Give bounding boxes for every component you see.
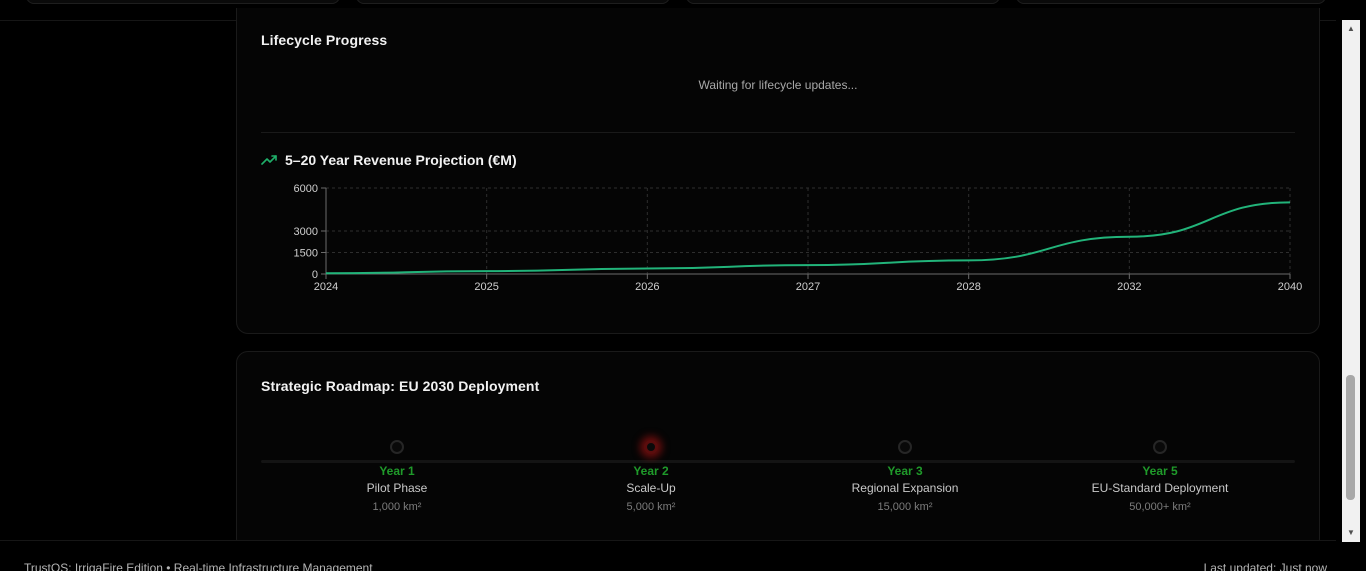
scrollbar-track[interactable]: ▲ ▼ xyxy=(1342,20,1360,542)
top-card[interactable] xyxy=(356,0,670,4)
roadmap-panel: Strategic Roadmap: EU 2030 Deployment Ye… xyxy=(236,351,1320,551)
milestone-year: Year 2 xyxy=(633,464,669,478)
milestone-area: 5,000 km² xyxy=(626,501,676,513)
projection-header: 5–20 Year Revenue Projection (€M) xyxy=(261,152,517,168)
lifecycle-panel: Lifecycle Progress Waiting for lifecycle… xyxy=(236,8,1320,334)
top-card[interactable] xyxy=(26,0,340,4)
chart-x-tick-label: 2027 xyxy=(796,281,820,293)
chart-x-tick-label: 2024 xyxy=(314,281,338,293)
milestone-dot xyxy=(390,440,404,454)
projection-title: 5–20 Year Revenue Projection (€M) xyxy=(285,152,517,168)
chart-series-line xyxy=(325,201,1291,275)
milestone-name: Pilot Phase xyxy=(366,481,428,495)
milestone-dot xyxy=(1153,440,1167,454)
chart-y-tick-label: 1500 xyxy=(294,248,318,260)
chart-y-tick-label: 6000 xyxy=(294,183,318,195)
chart-y-tick-label: 3000 xyxy=(294,226,318,238)
scrollbar-thumb[interactable] xyxy=(1346,375,1355,500)
milestone-year: Year 1 xyxy=(379,464,415,478)
milestone-year-5[interactable]: Year 5 EU-Standard Deployment 50,000+ km… xyxy=(1060,440,1260,513)
top-card[interactable] xyxy=(686,0,1000,4)
milestone-area: 15,000 km² xyxy=(877,501,933,513)
milestone-name: Scale-Up xyxy=(626,481,676,495)
milestone-dot-active xyxy=(644,440,658,454)
milestone-year: Year 3 xyxy=(887,464,923,478)
milestone-name: Regional Expansion xyxy=(851,481,959,495)
chart-x-tick-label: 2028 xyxy=(956,281,980,293)
milestone-year-2[interactable]: Year 2 Scale-Up 5,000 km² xyxy=(551,440,751,513)
page-scrollbar: ▲ ▼ xyxy=(1336,0,1366,571)
lifecycle-waiting-text: Waiting for lifecycle updates... xyxy=(698,78,858,92)
top-card[interactable] xyxy=(1016,0,1326,4)
roadmap-timeline-track xyxy=(261,460,1295,463)
chart-x-tick-label: 2040 xyxy=(1278,281,1302,293)
chart-y-tick-label: 0 xyxy=(312,269,318,281)
milestone-area: 50,000+ km² xyxy=(1129,501,1191,513)
section-divider xyxy=(261,132,1295,133)
milestone-year-1[interactable]: Year 1 Pilot Phase 1,000 km² xyxy=(297,440,497,513)
milestone-year-3[interactable]: Year 3 Regional Expansion 15,000 km² xyxy=(805,440,1005,513)
trending-up-icon xyxy=(261,155,277,165)
revenue-projection-chart: 0 1500 3000 6000 2024 2025 2026 2027 2028 2032 204… xyxy=(294,183,1303,293)
chart-x-tick-label: 2025 xyxy=(474,281,498,293)
footer-last-updated: Last updated: Just now xyxy=(1203,561,1327,571)
chart-x-tick-label: 2032 xyxy=(1117,281,1141,293)
scroll-up-arrow-icon[interactable]: ▲ xyxy=(1347,24,1355,33)
lifecycle-title: Lifecycle Progress xyxy=(261,32,388,48)
chart-x-tick-label: 2026 xyxy=(635,281,659,293)
roadmap-title: Strategic Roadmap: EU 2030 Deployment xyxy=(261,378,540,394)
milestone-year: Year 5 xyxy=(1142,464,1178,478)
footer-app-info: TrustOS: IrrigaFire Edition • Real-time … xyxy=(24,561,373,571)
milestone-dot xyxy=(898,440,912,454)
milestone-name: EU-Standard Deployment xyxy=(1091,481,1229,495)
scroll-down-arrow-icon[interactable]: ▼ xyxy=(1347,528,1355,537)
milestone-area: 1,000 km² xyxy=(372,501,422,513)
app-footer: TrustOS: IrrigaFire Edition • Real-time … xyxy=(0,540,1336,571)
